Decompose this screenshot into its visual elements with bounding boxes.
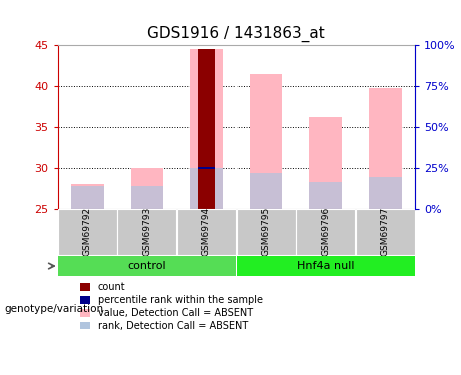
FancyBboxPatch shape xyxy=(236,256,414,276)
FancyBboxPatch shape xyxy=(58,209,117,255)
Text: Hnf4a null: Hnf4a null xyxy=(297,261,355,271)
FancyBboxPatch shape xyxy=(296,209,355,255)
Text: GSM69796: GSM69796 xyxy=(321,207,330,256)
FancyBboxPatch shape xyxy=(236,209,296,255)
FancyBboxPatch shape xyxy=(58,256,236,276)
Bar xyxy=(190,168,223,208)
Text: GSM69795: GSM69795 xyxy=(261,207,271,256)
Bar xyxy=(71,184,104,209)
Bar xyxy=(309,117,342,208)
Text: GSM69793: GSM69793 xyxy=(142,207,152,256)
Bar xyxy=(309,182,342,209)
FancyBboxPatch shape xyxy=(118,209,177,255)
Title: GDS1916 / 1431863_at: GDS1916 / 1431863_at xyxy=(148,26,325,42)
Bar xyxy=(250,74,283,209)
Bar xyxy=(190,49,223,209)
Bar xyxy=(130,186,163,209)
Bar xyxy=(198,49,215,209)
Text: control: control xyxy=(128,261,166,271)
Text: GSM69794: GSM69794 xyxy=(202,207,211,256)
Bar xyxy=(369,87,402,209)
Text: genotype/variation: genotype/variation xyxy=(5,304,104,314)
FancyBboxPatch shape xyxy=(177,209,236,255)
Text: GSM69797: GSM69797 xyxy=(381,207,390,256)
Bar xyxy=(369,177,402,209)
Bar xyxy=(198,167,215,169)
Bar xyxy=(130,168,163,208)
Bar xyxy=(71,186,104,209)
Bar xyxy=(250,172,283,208)
FancyBboxPatch shape xyxy=(355,209,414,255)
Text: GSM69792: GSM69792 xyxy=(83,207,92,256)
Legend: count, percentile rank within the sample, value, Detection Call = ABSENT, rank, : count, percentile rank within the sample… xyxy=(80,282,263,331)
